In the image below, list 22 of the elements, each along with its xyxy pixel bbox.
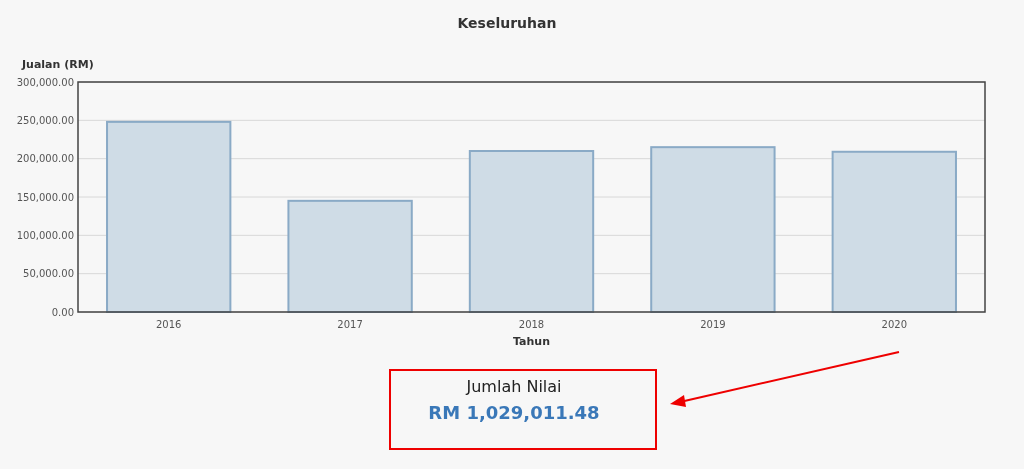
x-tick-label: 2018 [518, 319, 545, 330]
y-tick-label: 150,000.00 [16, 191, 74, 203]
x-tick-label: 2019 [700, 319, 726, 330]
bar [650, 146, 776, 313]
x-tick-label: 2016 [155, 319, 182, 330]
bar [468, 150, 595, 313]
y-tick-label: 50,000.00 [23, 268, 74, 280]
text: RM 1,029,011.48 [428, 402, 600, 423]
y-axis-title: Jualan (RM) [21, 58, 94, 71]
y-tick-label: 100,000.00 [16, 229, 74, 241]
bar [831, 150, 957, 313]
bar [106, 120, 232, 313]
y-tick-label: 200,000.00 [16, 153, 74, 165]
text: Jumlah Nilai [465, 377, 562, 396]
bar [287, 199, 413, 313]
x-tick-label: 2020 [881, 319, 908, 330]
x-tick-label: 2017 [337, 319, 363, 330]
x-axis-title: Tahun [512, 335, 551, 348]
y-tick-label: 250,000.00 [16, 114, 74, 126]
y-tick-label: 300,000.00 [16, 76, 74, 88]
y-tick-label: 0.00 [51, 306, 74, 318]
chart-title: Keseluruhan [457, 15, 557, 31]
